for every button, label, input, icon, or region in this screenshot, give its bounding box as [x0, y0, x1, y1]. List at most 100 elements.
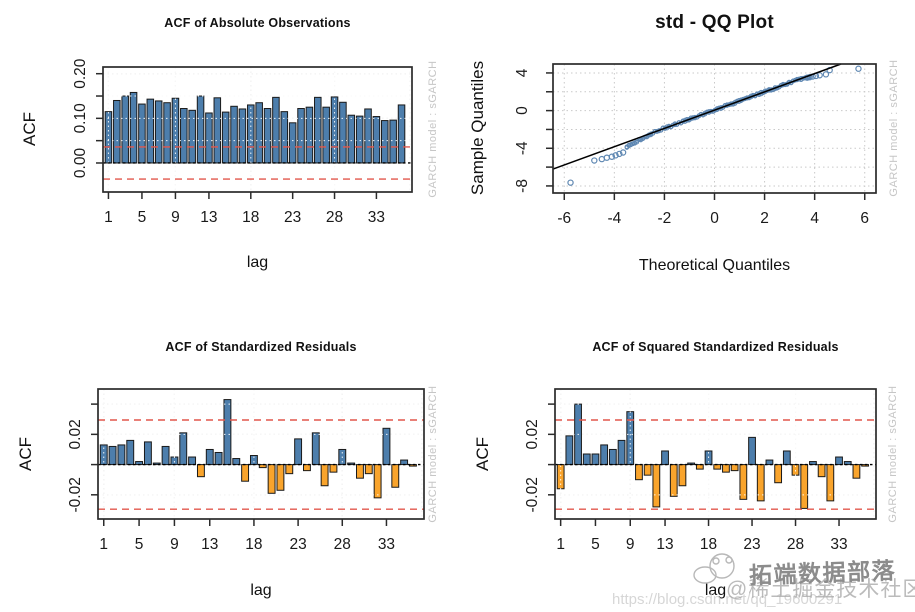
- acf-sq-std-residuals-plot-svg: 1 5 9 13 18 23 28 33 0.02 -0.02: [524, 388, 877, 553]
- qq-outlier-point: [608, 153, 616, 160]
- acf-bar-lag-31: [355, 115, 364, 164]
- x-tick-label: 18: [245, 536, 262, 553]
- plot-title: ACF of Squared Standardized Residuals: [592, 340, 839, 354]
- acf-bar-lag-10: [180, 108, 188, 164]
- acf-bar-lag-17: [241, 464, 250, 482]
- acf-bar-lag-3: [117, 444, 126, 466]
- acf-bar-lag-4: [126, 439, 135, 466]
- acf-bar-lag-26: [774, 464, 783, 484]
- qq-reference-line: [552, 63, 842, 170]
- x-axis-label: lag: [704, 582, 727, 599]
- acf-bar-lag-32: [826, 464, 835, 502]
- acf-bar-lag-34: [843, 461, 852, 466]
- acf-bar-lag-25: [765, 459, 774, 466]
- acf-bar-lag-24: [297, 108, 305, 164]
- acf-bar-lag-21: [730, 464, 739, 472]
- acf-bar-lag-2: [565, 435, 574, 466]
- acf-bar-lag-24: [756, 464, 765, 502]
- x-tick-label: 23: [284, 209, 301, 226]
- acf-bar-lag-12: [196, 95, 205, 164]
- x-tick-label: -2: [658, 210, 672, 227]
- x-tick-label: 5: [138, 209, 147, 226]
- y-axis-label: ACF: [473, 437, 492, 471]
- x-tick-label: 13: [200, 209, 217, 226]
- acf-bar-lag-13: [205, 112, 213, 164]
- qq-outlier-point: [806, 73, 813, 81]
- y-tick-label: 0.00: [72, 148, 89, 179]
- acf-bar-lag-22: [285, 464, 294, 475]
- panel-acf-absolute-observations: 1 5 9 13 18 23 28 33 0.00 0.10 0.20 ACF of Absolut…: [0, 0, 458, 300]
- acf-bar-lag-7: [608, 448, 617, 466]
- acf-bar-lag-16: [232, 458, 241, 466]
- acf-bar-lag-5: [138, 103, 146, 164]
- acf-bar-lag-21: [272, 96, 280, 164]
- y-tick-label: 0.02: [67, 419, 84, 449]
- gridlines-overlay: [555, 389, 876, 519]
- plot-title: ACF of Standardized Residuals: [165, 340, 357, 354]
- acf-bar-lag-15: [678, 464, 687, 487]
- acf-bar-lag-8: [163, 102, 171, 164]
- x-tick-label: 6: [860, 210, 869, 227]
- acf-bar-lag-20: [722, 464, 730, 473]
- x-tick-label: 2: [760, 210, 769, 227]
- gridlines: [553, 64, 876, 193]
- acf-bar-lag-31: [364, 464, 373, 475]
- acf-bar-lag-30: [356, 464, 364, 479]
- acf-bar-lag-31: [817, 464, 826, 478]
- acf-bar-lag-19: [255, 102, 263, 164]
- acf-bar-lag-27: [782, 450, 791, 466]
- y-tick-label: 0.20: [72, 58, 89, 89]
- acf-bar-lag-26: [314, 96, 322, 164]
- x-tick-label: 18: [242, 209, 259, 226]
- x-tick-label: 18: [700, 536, 717, 553]
- acf-bar-lag-32: [373, 464, 382, 499]
- acf-std-residuals-plot-svg: 1 5 9 13 18 23 28 33 0.02 -0.02: [67, 388, 425, 553]
- x-tick-label: -6: [557, 210, 571, 227]
- acf-bar-lag-12: [652, 464, 661, 508]
- axis-ticks: 1 5 9 13 18 23 28 33 0.02 -0.02: [524, 388, 877, 553]
- qq-outlier-point: [616, 150, 623, 158]
- acf-bar-lag-13: [205, 448, 214, 466]
- x-tick-label: 1: [104, 209, 113, 226]
- acf-bar-lag-23: [748, 436, 756, 466]
- acf-bar-lag-33: [835, 456, 843, 466]
- acf-bar-lag-27: [322, 106, 330, 164]
- acf-bar-lag-7: [152, 462, 161, 466]
- x-tick-label: 1: [99, 536, 108, 553]
- acf-bar-lag-1: [104, 111, 113, 164]
- y-tick-label: -4: [514, 141, 531, 155]
- gridlines-overlay: [103, 67, 412, 192]
- qq-outlier-point: [822, 71, 830, 78]
- acf-bar-lag-8: [161, 445, 170, 466]
- acf-bar-lag-34: [381, 120, 389, 164]
- garch-model-side-text: GARCH model : sGARCH: [887, 385, 899, 523]
- x-axis-label: Theoretical Quantiles: [638, 257, 791, 274]
- axis-ticks: -6 -4 -2 0 2 4 6 -8 -4 0 4: [514, 63, 877, 227]
- x-tick-label: 28: [334, 536, 351, 553]
- qq-outlier-point: [855, 65, 862, 72]
- acf-bar-lag-14: [669, 464, 678, 497]
- acf-bar-lag-17: [695, 464, 704, 470]
- acf-bar-lag-9: [170, 456, 179, 466]
- acf-bar-lag-11: [188, 109, 196, 164]
- acf-bar-lag-27: [329, 464, 338, 473]
- x-tick-label: 0: [710, 210, 719, 227]
- panel-qq-plot: -6 -4 -2 0 2 4 6 -8 -4 0 4 std - QQ Plot Sample Qu…: [458, 0, 915, 300]
- acf-bar-lag-2: [113, 99, 121, 164]
- qq-outlier-point: [567, 179, 574, 186]
- acf-bar-lag-22: [739, 464, 748, 500]
- y-axis-label: ACF: [16, 437, 35, 471]
- x-tick-label: 28: [326, 209, 343, 226]
- acf-bar-lag-23: [294, 438, 303, 466]
- acf-bar-lag-1: [556, 464, 565, 490]
- acf-bar-lag-26: [320, 464, 329, 487]
- acf-bar-lag-22: [280, 111, 289, 164]
- x-tick-label: 9: [171, 209, 180, 226]
- acf-bar-lag-30: [809, 461, 817, 466]
- x-tick-label: 5: [591, 536, 600, 553]
- x-tick-label: 33: [830, 536, 847, 553]
- y-axis-label: Sample Quantiles: [468, 60, 487, 196]
- qq-plot-svg: -6 -4 -2 0 2 4 6 -8 -4 0 4: [514, 63, 877, 227]
- acf-bar-lag-5: [591, 453, 600, 466]
- y-tick-label: 0.02: [524, 419, 541, 449]
